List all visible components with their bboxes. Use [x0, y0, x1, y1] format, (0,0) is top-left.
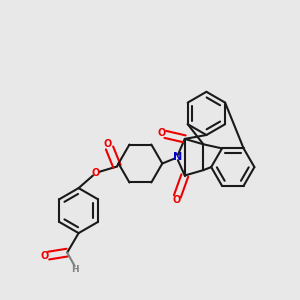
Text: O: O	[92, 168, 100, 178]
Text: O: O	[172, 195, 181, 206]
Text: O: O	[41, 250, 49, 261]
Text: O: O	[157, 128, 166, 139]
Text: N: N	[173, 152, 182, 163]
Text: O: O	[104, 139, 112, 149]
Text: H: H	[71, 265, 79, 274]
